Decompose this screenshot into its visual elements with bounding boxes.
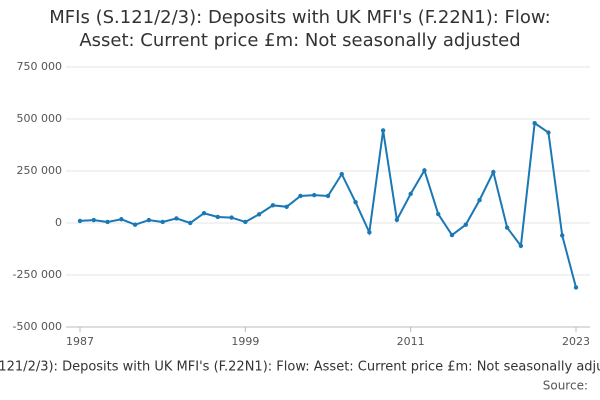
data-point — [132, 222, 138, 227]
y-tick-label: -250 000 — [13, 268, 62, 281]
data-point — [394, 217, 400, 223]
data-point — [353, 200, 358, 205]
data-point — [229, 215, 234, 220]
data-point — [284, 204, 289, 209]
chart-title: MFIs (S.121/2/3): Deposits with UK MFI's… — [49, 7, 551, 51]
data-point — [518, 243, 524, 249]
data-point — [146, 217, 152, 223]
data-point — [449, 232, 455, 238]
data-point — [436, 211, 441, 217]
data-point — [408, 191, 413, 197]
data-point — [91, 217, 96, 223]
data-point — [312, 192, 317, 198]
y-tick-label: -500 000 — [13, 320, 62, 333]
data-point — [422, 168, 427, 173]
data-point — [560, 233, 565, 238]
y-tick-label: 750 000 — [17, 60, 63, 73]
data-point — [504, 225, 510, 230]
data-point — [532, 120, 537, 126]
x-tick-label: 2011 — [397, 335, 425, 348]
data-point — [463, 222, 468, 227]
data-point — [188, 220, 193, 226]
data-point — [256, 212, 262, 217]
data-point — [367, 230, 372, 235]
data-point — [105, 219, 110, 225]
data-point — [477, 197, 482, 203]
data-point — [174, 216, 179, 221]
data-point — [491, 169, 496, 175]
y-tick-label: 500 000 — [17, 112, 63, 125]
source: Source: — [543, 379, 588, 393]
x-tick-label: 2023 — [562, 335, 590, 348]
y-tick-label: 250 000 — [17, 164, 63, 177]
data-point — [243, 219, 248, 225]
data-point — [325, 193, 331, 199]
series-line — [79, 121, 577, 288]
data-point — [201, 211, 207, 216]
data-point — [380, 128, 386, 133]
data-point — [298, 193, 303, 199]
data-point — [77, 218, 83, 224]
x-tick-label: 1987 — [66, 335, 94, 348]
x-axis-label: MFIs (S.121/2/3): Deposits with UK MFI's… — [0, 360, 600, 375]
data-point — [215, 214, 220, 220]
data-point — [270, 203, 276, 208]
x-tick-label: 1999 — [231, 335, 259, 348]
data-point — [573, 285, 579, 290]
data-point — [339, 171, 344, 177]
y-tick-label: 0 — [55, 216, 62, 229]
data-point — [546, 130, 551, 135]
data-point — [119, 217, 124, 222]
data-point — [160, 219, 165, 225]
